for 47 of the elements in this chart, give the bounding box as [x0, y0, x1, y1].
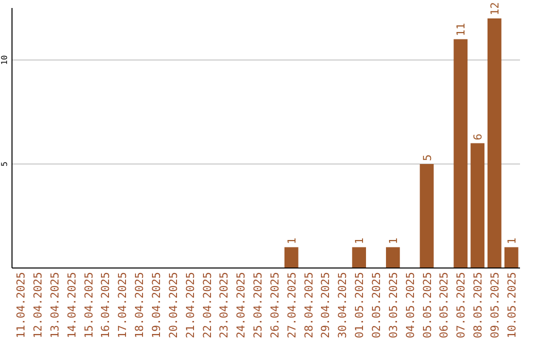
data-label: 1	[386, 238, 400, 244]
x-tick-label: 08.05.2025	[472, 272, 485, 338]
x-tick-label: 24.04.2025	[234, 272, 248, 338]
bar	[352, 247, 366, 268]
data-label: 5	[420, 154, 434, 161]
bar	[386, 247, 400, 268]
x-tick-label: 27.04.2025	[285, 272, 298, 338]
x-tick-label: 26.04.2025	[268, 272, 282, 338]
x-tick-label: 15.04.2025	[82, 272, 96, 338]
x-tick-label: 20.04.2025	[166, 272, 180, 338]
x-tick-label: 14.04.2025	[65, 272, 78, 338]
x-tick-label: 11.04.2025	[14, 272, 28, 338]
bar	[454, 39, 468, 268]
x-tick-label: 21.04.2025	[184, 272, 197, 338]
bar	[470, 143, 484, 268]
data-label: 1	[353, 238, 366, 244]
data-label: 12	[488, 2, 502, 16]
data-label: 11	[454, 22, 468, 36]
x-tick-label: 19.04.2025	[150, 272, 164, 338]
x-tick-label: 07.05.2025	[454, 272, 468, 338]
bar	[284, 247, 298, 268]
data-label: 1	[285, 238, 298, 244]
x-tick-label: 09.05.2025	[488, 272, 502, 338]
x-tick-label: 12.04.2025	[32, 272, 45, 338]
x-tick-label: 18.04.2025	[133, 272, 146, 338]
data-label: 1	[505, 238, 518, 244]
x-tick-label: 25.04.2025	[252, 272, 265, 338]
x-tick-label: 04.05.2025	[404, 272, 417, 338]
x-tick-label: 29.04.2025	[319, 272, 332, 338]
x-tick-label: 28.04.2025	[302, 272, 316, 338]
x-tick-label: 22.04.2025	[200, 272, 214, 338]
x-tick-label: 06.05.2025	[438, 272, 451, 338]
y-tick-label: 10	[0, 55, 9, 65]
bar	[504, 247, 518, 268]
x-tick-label: 23.04.2025	[218, 272, 231, 338]
x-tick-label: 10.05.2025	[505, 272, 518, 338]
x-tick-label: 03.05.2025	[386, 272, 400, 338]
bar	[420, 164, 434, 268]
x-tick-label: 17.04.2025	[116, 272, 130, 338]
x-tick-label: 30.04.2025	[336, 272, 350, 338]
bar	[488, 18, 502, 268]
x-tick-label: 13.04.2025	[48, 272, 62, 338]
x-tick-label: 01.05.2025	[353, 272, 366, 338]
x-tick-label: 02.05.2025	[370, 272, 383, 338]
x-tick-label: 16.04.2025	[99, 272, 112, 338]
data-label: 6	[472, 134, 485, 140]
x-tick-label: 05.05.2025	[420, 272, 434, 338]
